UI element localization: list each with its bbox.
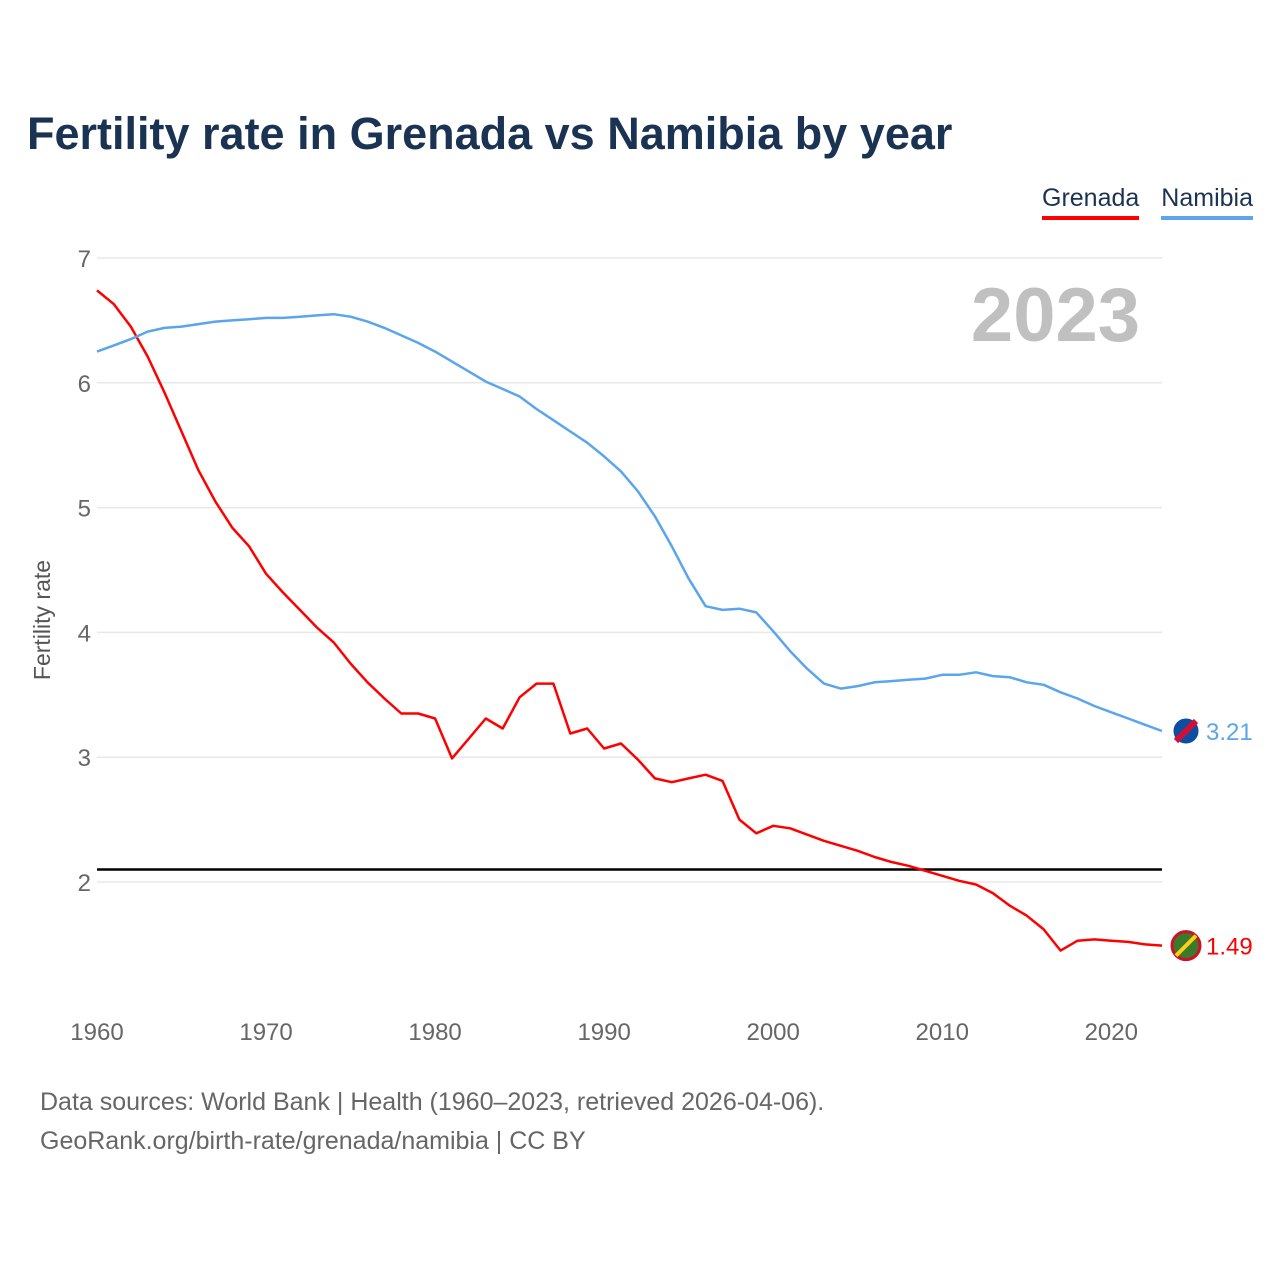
flag-icon-grenada [1170, 930, 1202, 962]
series-line-grenada [96, 289, 1163, 952]
flag-stripe [1174, 934, 1198, 958]
x-tick-label: 1990 [577, 1019, 630, 1046]
y-axis-label: Fertility rate [29, 560, 55, 680]
legend-item-namibia[interactable]: Namibia [1161, 184, 1253, 220]
footer-link[interactable]: GeoRank.org/birth-rate/grenada/namibia |… [40, 1127, 586, 1155]
x-tick-label: 1970 [239, 1019, 292, 1046]
year-watermark: 2023 [971, 273, 1140, 358]
x-tick-label: 2020 [1085, 1019, 1138, 1046]
y-tick-label: 3 [78, 745, 91, 772]
legend: Grenada Namibia [1042, 184, 1253, 220]
footer-sources: Data sources: World Bank | Health (1960–… [40, 1088, 825, 1116]
x-tick-label: 1960 [70, 1019, 123, 1046]
legend-item-grenada[interactable]: Grenada [1042, 184, 1140, 220]
x-tick-label: 1980 [408, 1019, 461, 1046]
x-tick-label: 2000 [746, 1019, 799, 1046]
flag-icon-namibia [1170, 715, 1202, 747]
y-tick-label: 5 [78, 496, 91, 523]
y-tick-label: 4 [78, 620, 91, 647]
y-tick-label: 6 [78, 371, 91, 398]
y-tick-label: 7 [78, 246, 91, 273]
end-value-label: 1.49 [1206, 934, 1253, 961]
chart-title: Fertility rate in Grenada vs Namibia by … [27, 108, 953, 159]
end-value-label: 3.21 [1206, 719, 1253, 746]
x-tick-label: 2010 [916, 1019, 969, 1046]
series-line-namibia [96, 312, 1163, 733]
flag-stripe [1173, 718, 1199, 744]
y-tick-label: 2 [78, 870, 91, 897]
